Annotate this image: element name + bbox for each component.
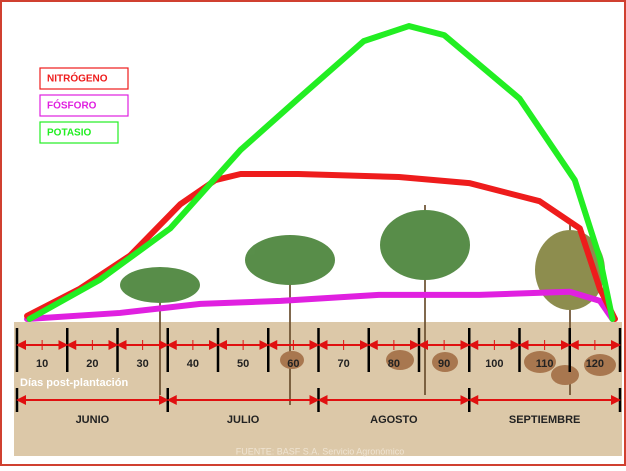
x-tick-label: 100 [485, 358, 503, 370]
legend-label: POTASIO [47, 128, 91, 139]
month-label: SEPTIEMBRE [509, 414, 581, 426]
x-tick-label: 70 [338, 358, 350, 370]
legend-label: FÓSFORO [47, 99, 97, 112]
x-tick-label: 30 [137, 358, 149, 370]
x-tick-label: 40 [187, 358, 199, 370]
x-tick-label: 120 [586, 358, 604, 370]
x-axis-label: Días post-plantación [20, 377, 128, 389]
series-line [26, 23, 616, 322]
x-tick-label: 60 [287, 358, 299, 370]
legend-label: NITRÓGENO [47, 72, 108, 85]
x-tick-label: 90 [438, 358, 450, 370]
month-label: JUNIO [76, 414, 110, 426]
month-label: AGOSTO [370, 414, 418, 426]
x-tick-label: 20 [86, 358, 98, 370]
x-tick-label: 50 [237, 358, 249, 370]
x-tick-label: 110 [536, 358, 554, 370]
plants [120, 205, 616, 405]
series-line [24, 288, 616, 322]
x-tick-label: 80 [388, 358, 400, 370]
month-label: JULIO [227, 414, 260, 426]
legend-box [39, 94, 129, 117]
legend-box [39, 121, 119, 144]
x-tick-label: 10 [36, 358, 48, 370]
legend-box [39, 67, 129, 90]
source-note: FUENTE: BASF S.A. Servicio Agronómico [236, 446, 405, 456]
